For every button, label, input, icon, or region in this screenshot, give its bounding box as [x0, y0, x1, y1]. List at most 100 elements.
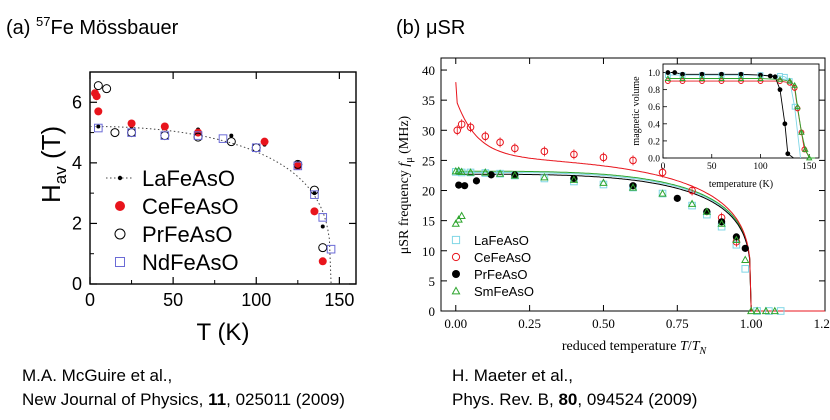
- point-cefeaso: [310, 207, 319, 216]
- plot-a-ytick-label: 4: [72, 153, 82, 173]
- point-prfeaso: [673, 194, 681, 202]
- point-smfeaso: [741, 255, 750, 263]
- inset-point-prfeaso: [680, 71, 685, 77]
- citation-right: H. Maeter et al., Phys. Rev. B, 80, 0945…: [452, 364, 697, 412]
- legend-a-marker: [114, 228, 126, 240]
- point-cefeaso: [92, 92, 101, 101]
- point-prfeaso: [472, 177, 481, 185]
- point-ndfeaso: [160, 131, 170, 140]
- legend-b-marker: [451, 235, 461, 245]
- inset-ylabel: magnetic volume: [631, 76, 642, 146]
- point-prfeaso: [461, 182, 469, 190]
- fit-curve-cefeaso: [455, 82, 825, 312]
- point-smfeaso: [717, 219, 726, 227]
- inset-point-smfeaso: [718, 75, 725, 81]
- plot-b-ytick-label: 35: [422, 93, 435, 108]
- plot-b-xtick-label: 0.50: [592, 316, 615, 331]
- inset-point-prfeaso: [777, 87, 783, 93]
- inset-ytick-label: 0.6: [648, 103, 660, 113]
- point-prfeaso: [741, 244, 749, 252]
- plot-b-xtick-label: 0.00: [444, 316, 467, 331]
- inset-point-smfeaso: [794, 103, 801, 110]
- series-prfeaso: [455, 171, 749, 252]
- point-prfeaso: [226, 137, 236, 147]
- inset-ytick-label: 0.0: [648, 155, 660, 165]
- plot-a-xlabel: T (K): [197, 319, 250, 346]
- inset-point-smfeaso: [757, 75, 764, 81]
- legend-b-label: PrFeAsO: [474, 267, 527, 282]
- fit-curve-smfeaso: [455, 170, 825, 312]
- point-ndfeaso: [326, 244, 336, 254]
- plot-b-points: [451, 119, 785, 315]
- legend-a-marker: [117, 175, 123, 181]
- point-ndfeaso: [310, 190, 319, 199]
- point-smfeaso: [451, 166, 460, 175]
- inset-point-cefeaso: [718, 78, 725, 84]
- inset-point-cefeaso: [757, 78, 764, 84]
- legend-b-marker: [451, 252, 461, 262]
- point-lafeaso: [765, 307, 773, 315]
- plot-a-xtick-label: 100: [241, 290, 271, 310]
- inset-xtick-label: 50: [707, 162, 717, 172]
- point-smfeaso: [628, 183, 638, 191]
- legend-b-label: SmFeAsO: [474, 284, 534, 299]
- inset-frame: [662, 63, 820, 159]
- point-ndfeaso: [318, 213, 328, 222]
- legend-a-label: LaFeAsO: [142, 166, 235, 191]
- legend-b-marker: [452, 270, 460, 278]
- plot-a-frame: [89, 71, 357, 285]
- plot-b-ytick-label: 25: [422, 153, 435, 168]
- legend-a-marker: [115, 257, 125, 267]
- inset-ytick-label: 0.8: [648, 86, 660, 96]
- point-smfeaso: [761, 306, 771, 315]
- inset-point-prfeaso: [699, 71, 705, 77]
- point-ndfeaso: [94, 123, 103, 133]
- point-smfeaso: [495, 169, 505, 177]
- plot-b-fit-curves: [455, 82, 825, 312]
- inset-xtick-label: 150: [802, 162, 817, 172]
- plot-b-frame: [440, 57, 826, 312]
- inset-point-smfeaso: [802, 146, 809, 152]
- inset-point-smfeaso: [776, 75, 784, 82]
- point-prfeaso: [251, 143, 261, 153]
- point-prfeaso: [309, 185, 319, 195]
- inset-ytick-label: 0.2: [648, 137, 660, 147]
- point-prfeaso: [318, 243, 328, 253]
- plot-a-xtick-label: 150: [324, 290, 354, 310]
- plot-b-xtick-label: 1.25: [814, 316, 830, 331]
- inset-point-prfeaso: [738, 71, 744, 77]
- inset-point-smfeaso: [786, 77, 793, 84]
- point-lafeaso: [229, 133, 234, 138]
- point-smfeaso: [481, 168, 490, 176]
- point-lafeaso: [776, 307, 785, 315]
- point-cefeaso: [194, 128, 203, 137]
- point-smfeaso: [599, 178, 608, 186]
- plot-b-ytick-label: 0: [429, 304, 436, 319]
- inset-xtick-label: 0: [661, 162, 666, 172]
- fit-curve-prfeaso: [455, 173, 825, 312]
- inset-ytick-label: 0.4: [648, 120, 660, 130]
- legend-a-label: NdFeAsO: [142, 250, 239, 275]
- legend-b-item-prfeaso: PrFeAsO: [452, 267, 527, 282]
- inset-point-cefeaso: [738, 78, 744, 84]
- point-ndfeaso: [293, 161, 303, 171]
- plot-a-legend: LaFeAsO CeFeAsO PrFeAsO NdFeAsO: [106, 166, 239, 275]
- series-cefeaso: [90, 89, 327, 266]
- point-smfeaso: [540, 172, 549, 181]
- point-smfeaso: [457, 211, 466, 219]
- inset-point-prfeaso: [772, 74, 778, 80]
- plot-b-ylabel: μSR frequency fμ (MHz): [397, 115, 415, 254]
- citation-left-reference: New Journal of Physics, 11, 025011 (2009…: [22, 390, 345, 409]
- series-ndfeaso: [94, 123, 336, 254]
- plot-b-ytick-label: 5: [429, 274, 436, 289]
- legend-b-label: LaFeAsO: [474, 233, 529, 248]
- panel-a: (a) 57Fe Mössbauer 0 50 100 150 0 2 4 6 Hav (T)…: [6, 14, 357, 346]
- point-lafeaso: [741, 265, 750, 273]
- legend-a-item-cefeaso: CeFeAsO: [115, 194, 239, 219]
- inset-point-smfeaso: [806, 154, 813, 161]
- citation-left: M.A. McGuire et al., New Journal of Phys…: [22, 364, 345, 412]
- point-prfeaso: [455, 181, 463, 189]
- plot-b-xtick-label: 0.75: [666, 316, 689, 331]
- inset-point-smfeaso: [698, 75, 706, 81]
- point-smfeaso: [752, 306, 762, 315]
